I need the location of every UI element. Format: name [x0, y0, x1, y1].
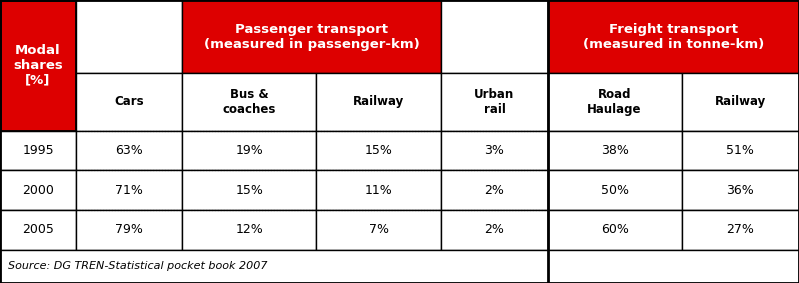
Text: Urban
rail: Urban rail: [475, 88, 515, 116]
Bar: [76, 0, 182, 73]
Text: Bus &
coaches: Bus & coaches: [222, 88, 276, 116]
Bar: [441, 130, 547, 170]
Bar: [0, 170, 76, 210]
Text: Passenger transport
(measured in passenger-km): Passenger transport (measured in passeng…: [204, 23, 419, 51]
Text: 2000: 2000: [22, 184, 54, 197]
Text: 36%: 36%: [726, 184, 754, 197]
Bar: [441, 170, 547, 210]
Bar: [182, 130, 316, 170]
Bar: [316, 73, 441, 130]
Bar: [316, 210, 441, 250]
Text: Modal
shares
[%]: Modal shares [%]: [13, 44, 63, 87]
Text: Road
Haulage: Road Haulage: [587, 88, 642, 116]
Bar: [0, 130, 76, 170]
Text: 60%: 60%: [601, 223, 629, 236]
Bar: [316, 130, 441, 170]
Bar: [76, 210, 182, 250]
Bar: [441, 0, 547, 73]
Bar: [76, 130, 182, 170]
Text: 51%: 51%: [726, 144, 754, 157]
Bar: [0, 210, 76, 250]
Text: 71%: 71%: [115, 184, 143, 197]
Text: Source: DG TREN-Statistical pocket book 2007: Source: DG TREN-Statistical pocket book …: [8, 261, 268, 271]
Bar: [682, 130, 799, 170]
Bar: [76, 170, 182, 210]
Bar: [182, 210, 316, 250]
Text: 1995: 1995: [22, 144, 54, 157]
Bar: [682, 170, 799, 210]
Text: 27%: 27%: [726, 223, 754, 236]
Text: 2005: 2005: [22, 223, 54, 236]
Bar: [316, 170, 441, 210]
Bar: [547, 73, 682, 130]
Bar: [547, 210, 682, 250]
Text: 3%: 3%: [484, 144, 504, 157]
Bar: [182, 0, 441, 73]
Text: 15%: 15%: [235, 184, 263, 197]
Text: 15%: 15%: [365, 144, 393, 157]
Text: 11%: 11%: [365, 184, 392, 197]
Text: 38%: 38%: [601, 144, 629, 157]
Text: 2%: 2%: [484, 184, 504, 197]
Text: 63%: 63%: [115, 144, 143, 157]
Bar: [0, 250, 799, 283]
Bar: [547, 170, 682, 210]
Bar: [682, 73, 799, 130]
Bar: [441, 73, 547, 130]
Bar: [547, 130, 682, 170]
Text: 19%: 19%: [236, 144, 263, 157]
Bar: [0, 0, 76, 130]
Text: 12%: 12%: [236, 223, 263, 236]
Text: Railway: Railway: [353, 95, 404, 108]
Text: Cars: Cars: [114, 95, 144, 108]
Bar: [547, 0, 799, 73]
Text: 7%: 7%: [369, 223, 389, 236]
Text: Railway: Railway: [715, 95, 766, 108]
Text: 79%: 79%: [115, 223, 143, 236]
Bar: [441, 210, 547, 250]
Bar: [182, 170, 316, 210]
Text: 2%: 2%: [484, 223, 504, 236]
Bar: [182, 73, 316, 130]
Text: 50%: 50%: [601, 184, 629, 197]
Bar: [76, 73, 182, 130]
Bar: [682, 210, 799, 250]
Text: Freight transport
(measured in tonne-km): Freight transport (measured in tonne-km): [582, 23, 764, 51]
